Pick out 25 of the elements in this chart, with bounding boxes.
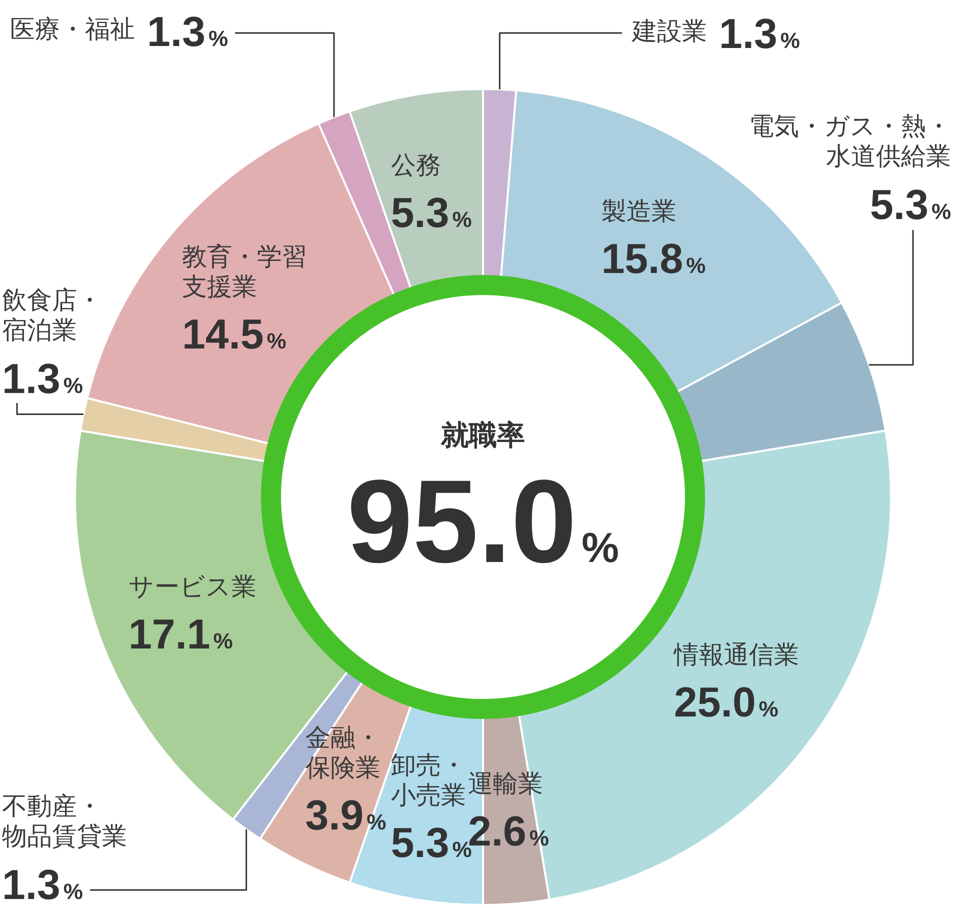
slice-label: 製造業 [601,196,676,226]
data-label: 5.3% [390,188,472,236]
slice-label: 飲食店・宿泊業 [2,286,102,344]
slice-label: 教育・学習支援業 [182,242,307,301]
slice-label: 不動産・物品賃貸業 [2,792,127,850]
slice-label: 情報通信業 [673,640,800,669]
data-label: 1.3% [2,861,83,908]
data-label: 1.3% [2,355,83,402]
slice-label: 電気・ガス・熱・水道供給業 [749,112,951,170]
text: 就職率 [440,418,525,452]
data-label: 17.1% [128,610,233,658]
slice-label: サービス業 [128,572,257,601]
text: 95.0% [346,456,620,588]
data-label: 25.0% [674,678,778,726]
data-label: 15.8% [601,235,706,282]
slice-label: 公務 [390,150,441,180]
slice-label: 卸売・小売業 [390,750,466,810]
data-label: 5.3% [870,181,951,228]
slice-label: 運輸業 [468,768,543,798]
slice-label: 建設業 [631,16,707,46]
data-label: 3.9% [305,792,386,839]
data-label: 14.5% [182,310,286,358]
slice-label: 医療・福祉 [10,14,136,44]
data-label: 1.3% [147,8,228,55]
data-label: 1.3% [719,10,800,57]
